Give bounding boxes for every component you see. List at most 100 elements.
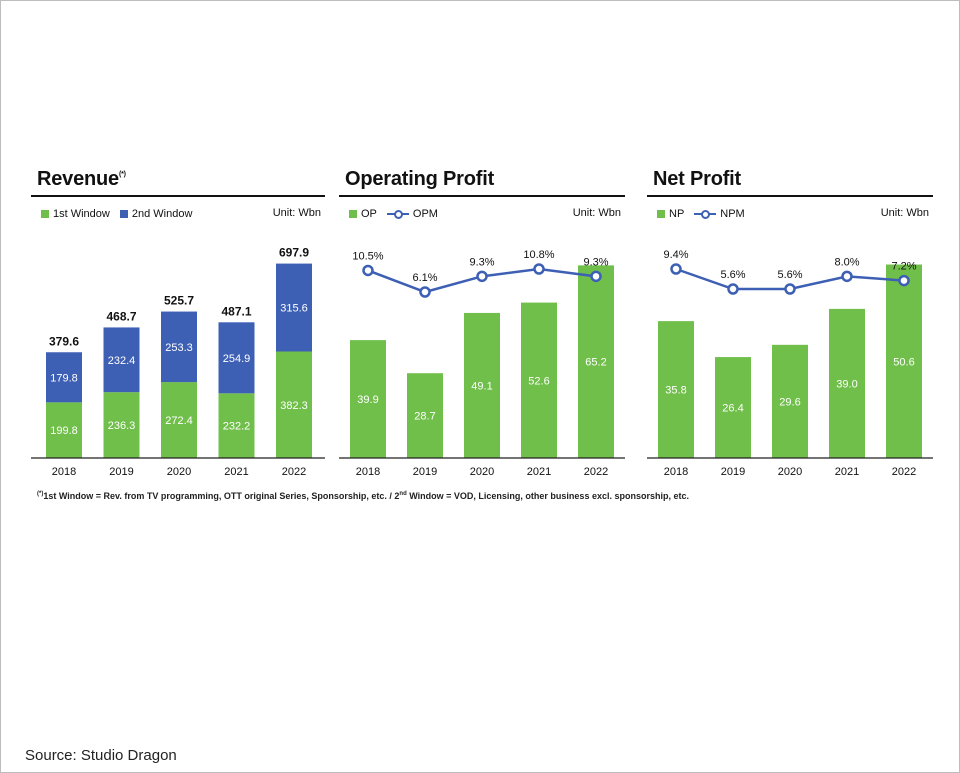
bar-2nd-window xyxy=(103,327,140,393)
bar-1st-window xyxy=(218,393,255,458)
data-label-np: 35.8 xyxy=(665,385,686,397)
x-tick-label: 2021 xyxy=(835,466,859,478)
data-label-2nd-window: 315.6 xyxy=(280,303,308,315)
line-point-marker xyxy=(898,274,910,287)
footnote-text-2: Window = VOD, Licensing, other business … xyxy=(406,491,689,501)
line-point-marker xyxy=(841,270,853,283)
footnote-text-1: 1st Window = Rev. from TV programming, O… xyxy=(43,491,400,501)
x-tick-label: 2019 xyxy=(413,466,437,478)
line-point-label: 6.1% xyxy=(412,272,437,284)
operating-profit-panel: Operating Profit OP OPM Unit: Wbn 39.9 28… xyxy=(339,161,625,491)
source-label: Source: Studio Dragon xyxy=(25,747,177,764)
bar-op xyxy=(578,265,614,458)
bar-1st-window xyxy=(161,382,197,458)
line-point-marker xyxy=(590,270,602,283)
data-label-2nd-window: 253.3 xyxy=(165,342,193,354)
revenue-panel: Revenue(*) 1st Window 2nd Window Unit: W… xyxy=(31,161,325,491)
legend-line-marker-icon xyxy=(386,210,409,219)
data-label-1st-window: 382.3 xyxy=(280,400,308,412)
line-point-marker xyxy=(784,283,796,295)
legend-label-np: NP xyxy=(669,208,685,220)
data-label-2nd-window: 179.8 xyxy=(50,372,78,384)
line-point-marker xyxy=(419,286,431,298)
data-label-op: 52.6 xyxy=(528,375,549,387)
bar-op xyxy=(521,302,557,458)
footnote-superscript: nd xyxy=(399,491,407,497)
line-point-marker xyxy=(727,283,739,295)
x-tick-label: 2020 xyxy=(167,466,191,478)
line-point-label: 8.0% xyxy=(834,256,859,268)
legend-item-2nd-window: 2nd Window xyxy=(119,208,193,220)
legend-item-opm: OPM xyxy=(386,208,438,220)
line-point-label: 7.2% xyxy=(891,261,916,273)
bar-1st-window xyxy=(103,392,140,458)
x-tick-label: 2022 xyxy=(892,466,916,478)
x-tick-label: 2022 xyxy=(282,466,306,478)
legend-item-op: OP xyxy=(349,208,377,220)
data-label-np: 39.0 xyxy=(836,378,857,390)
bar-op xyxy=(350,340,386,458)
bar-2nd-window xyxy=(276,263,312,352)
x-tick-label: 2020 xyxy=(470,466,494,478)
x-tick-label: 2019 xyxy=(721,466,745,478)
x-tick-label: 2018 xyxy=(356,466,380,478)
footnote-mark: (*) xyxy=(37,491,44,497)
net-profit-legend: NP NPM xyxy=(657,208,755,220)
legend-label-1st-window: 1st Window xyxy=(53,208,110,220)
bar-op xyxy=(407,373,443,458)
data-label-op: 65.2 xyxy=(585,357,606,369)
bar-np xyxy=(886,264,922,458)
revenue-title: Revenue(*) xyxy=(37,168,126,191)
line-point-marker xyxy=(476,270,488,283)
bar-2nd-window xyxy=(218,322,255,394)
legend-label-npm: NPM xyxy=(720,208,745,220)
line-point-marker xyxy=(533,263,545,275)
legend-swatch-green xyxy=(41,210,49,218)
legend-swatch-green xyxy=(349,210,357,218)
bar-np xyxy=(715,357,751,458)
data-label-np: 29.6 xyxy=(779,396,800,408)
line-point-label: 5.6% xyxy=(777,269,802,281)
revenue-legend: 1st Window 2nd Window xyxy=(41,208,202,220)
data-label-1st-window: 199.8 xyxy=(50,425,78,437)
operating-profit-title: Operating Profit xyxy=(345,168,495,190)
data-label-1st-window: 236.3 xyxy=(108,420,136,432)
revenue-chart: 199.8 179.8 379.6 236.3 232.4 468.7 272.4 253.3… xyxy=(31,246,325,478)
net-profit-unit-label: Unit: Wbn xyxy=(880,207,929,219)
x-tick-label: 2021 xyxy=(527,466,551,478)
data-label-op: 49.1 xyxy=(471,380,492,392)
net-profit-title: Net Profit xyxy=(653,168,742,190)
legend-line-marker-icon xyxy=(694,210,717,219)
data-label-2nd-window: 232.4 xyxy=(108,355,136,367)
bar-op xyxy=(464,312,500,458)
revenue-title-rule xyxy=(31,195,325,197)
bar-1st-window xyxy=(46,402,82,458)
legend-item-1st-window: 1st Window xyxy=(41,208,110,220)
legend-label-2nd-window: 2nd Window xyxy=(131,208,193,220)
bar-np xyxy=(772,344,808,458)
bar-np xyxy=(829,308,865,458)
data-label-2nd-window: 254.9 xyxy=(223,353,251,365)
data-label-total: 525.7 xyxy=(164,294,194,308)
data-label-total: 487.1 xyxy=(221,304,251,318)
bar-1st-window xyxy=(276,351,312,458)
data-label-total: 697.9 xyxy=(279,246,309,260)
x-tick-label: 2019 xyxy=(109,466,133,478)
line-point-label: 9.3% xyxy=(583,256,608,268)
legend-item-np: NP xyxy=(657,208,684,220)
data-label-total: 379.6 xyxy=(49,334,79,348)
line-point-label: 10.5% xyxy=(352,250,383,262)
operating-profit-legend: OP OPM xyxy=(349,208,448,220)
data-label-1st-window: 232.2 xyxy=(223,421,251,433)
bar-2nd-window xyxy=(161,311,197,383)
revenue-title-mark: (*) xyxy=(118,171,126,178)
data-label-total: 468.7 xyxy=(106,309,136,323)
revenue-unit-label: Unit: Wbn xyxy=(272,207,321,219)
data-label-op: 39.9 xyxy=(357,394,378,406)
data-label-op: 28.7 xyxy=(414,411,435,423)
revenue-title-text: Revenue xyxy=(37,168,119,190)
line-point-label: 9.4% xyxy=(663,249,688,261)
line-point-label: 5.6% xyxy=(720,269,745,281)
line-point-marker xyxy=(362,264,374,277)
